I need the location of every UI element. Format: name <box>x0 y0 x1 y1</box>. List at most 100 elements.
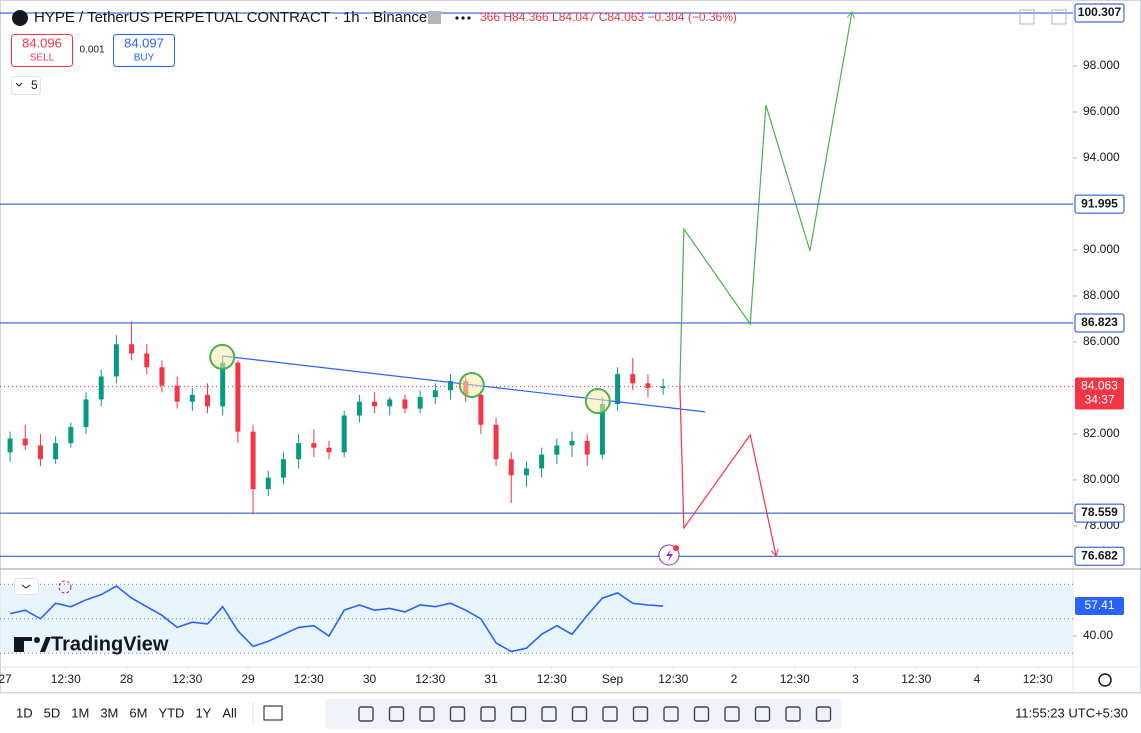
level-label: 78.559 <box>1081 505 1118 519</box>
rsi-value-label: 57.41 <box>1084 598 1114 612</box>
y-tick-label: 88.000 <box>1083 288 1120 302</box>
range-button[interactable]: 5D <box>44 705 61 720</box>
main-pane <box>0 11 1073 557</box>
level-label: 91.995 <box>1081 196 1118 210</box>
range-button[interactable]: 1M <box>71 705 89 720</box>
logo-mark <box>40 637 51 652</box>
rsi-toggle[interactable] <box>14 578 39 595</box>
x-tick-label: 12:30 <box>901 672 931 686</box>
range-button[interactable]: 6M <box>129 705 147 720</box>
tool-icon[interactable] <box>785 706 801 722</box>
symbol-icon[interactable] <box>12 10 28 26</box>
sell-button[interactable] <box>11 34 73 67</box>
flag-icon[interactable] <box>428 11 441 24</box>
rsi-icon[interactable] <box>58 580 72 594</box>
candle-body <box>660 386 666 388</box>
candle-body <box>341 415 347 453</box>
candle-body <box>508 459 514 476</box>
rsi-pane <box>0 583 1073 654</box>
candle-body <box>280 459 286 478</box>
pane-icon[interactable] <box>1019 9 1035 25</box>
candle-body <box>523 468 529 476</box>
menu-dot[interactable] <box>455 16 459 20</box>
candle-body <box>554 445 560 455</box>
candle-body <box>493 424 499 460</box>
x-tick-label: 12:30 <box>780 672 810 686</box>
symbol-title[interactable]: HYPE / TetherUS PERPETUAL CONTRACT · 1h … <box>34 9 427 26</box>
tool-icon[interactable] <box>693 706 710 722</box>
level-label: 86.823 <box>1081 315 1118 329</box>
candle-body <box>7 438 13 453</box>
candle-body <box>326 447 332 453</box>
candle-body <box>37 445 43 460</box>
tool-icon[interactable] <box>754 706 771 722</box>
tool-icon[interactable] <box>449 706 466 722</box>
candle-body <box>630 374 636 384</box>
rsi-line <box>9 585 664 653</box>
tool-icon[interactable] <box>358 706 374 722</box>
candle-body <box>569 440 575 446</box>
calendar-icon[interactable] <box>263 705 283 721</box>
candle-body <box>372 401 378 407</box>
pane-icon[interactable] <box>1051 9 1067 25</box>
tool-icon[interactable] <box>480 706 496 722</box>
candle-body <box>144 353 150 368</box>
level-label-box <box>1074 313 1125 333</box>
candle-body <box>235 362 241 432</box>
buy-button[interactable] <box>113 34 175 67</box>
candle-body <box>356 401 362 416</box>
range-button[interactable]: 3M <box>100 705 118 720</box>
range-button[interactable]: All <box>222 705 237 720</box>
level-label: 100.307 <box>1078 5 1122 19</box>
arrow-head <box>770 549 779 557</box>
candle-body <box>205 394 211 407</box>
x-tick-label: 12:30 <box>1023 672 1053 686</box>
x-tick-label: 12:30 <box>172 672 202 686</box>
candle-body <box>615 374 621 405</box>
range-button[interactable]: 1D <box>16 705 33 720</box>
tool-icon[interactable] <box>419 706 435 722</box>
x-tick-label: 12:30 <box>415 672 445 686</box>
x-tick-label: Sep <box>602 672 624 686</box>
indicators-toggle[interactable] <box>11 76 41 95</box>
tool-icon[interactable] <box>388 706 405 722</box>
countdown-label: 34:37 <box>1084 393 1114 407</box>
candle-body <box>402 399 408 409</box>
candle-body <box>387 399 393 407</box>
x-tick-label: 30 <box>363 672 377 686</box>
candle-body <box>645 383 651 388</box>
ohlc-readout: 366 H84.366 L84.047 C84.063 −0.304 (−0.3… <box>480 10 737 24</box>
candle-body <box>417 397 423 409</box>
buy-label: BUY <box>134 53 155 64</box>
settings-icon[interactable] <box>1098 673 1112 687</box>
range-button[interactable]: YTD <box>158 705 184 720</box>
tool-icon[interactable] <box>510 706 527 722</box>
candle-body <box>98 376 104 400</box>
candle-body <box>83 399 89 428</box>
tool-icon[interactable] <box>815 706 832 722</box>
spread: 0.001 <box>79 45 104 56</box>
range-button[interactable]: 1Y <box>195 705 211 720</box>
x-tick-label: 2 <box>731 672 738 686</box>
level-label-box <box>1074 503 1125 523</box>
tool-icon[interactable] <box>724 706 740 722</box>
axes: 27 12:30 28 12:30 29 12:30 30 12:30 31 12:30 Sep 12… <box>0 3 1125 686</box>
projection-path <box>679 384 777 556</box>
candle-body <box>159 367 165 386</box>
candle-body <box>584 440 590 455</box>
y-tick-label: 82.000 <box>1083 426 1120 440</box>
x-tick-label: 12:30 <box>658 672 688 686</box>
tool-icon[interactable] <box>663 706 679 722</box>
level-label-box <box>1074 194 1125 214</box>
pattern-circle <box>209 343 236 370</box>
drawing-tools <box>358 706 832 722</box>
buy-price: 84.097 <box>124 35 164 50</box>
tool-icon[interactable] <box>541 706 557 722</box>
tool-icon[interactable] <box>602 706 618 722</box>
candle-body <box>113 344 119 377</box>
tool-icon[interactable] <box>571 706 588 722</box>
candle-body <box>220 362 226 407</box>
tool-icon[interactable] <box>632 706 649 722</box>
x-tick-label: 31 <box>484 672 498 686</box>
